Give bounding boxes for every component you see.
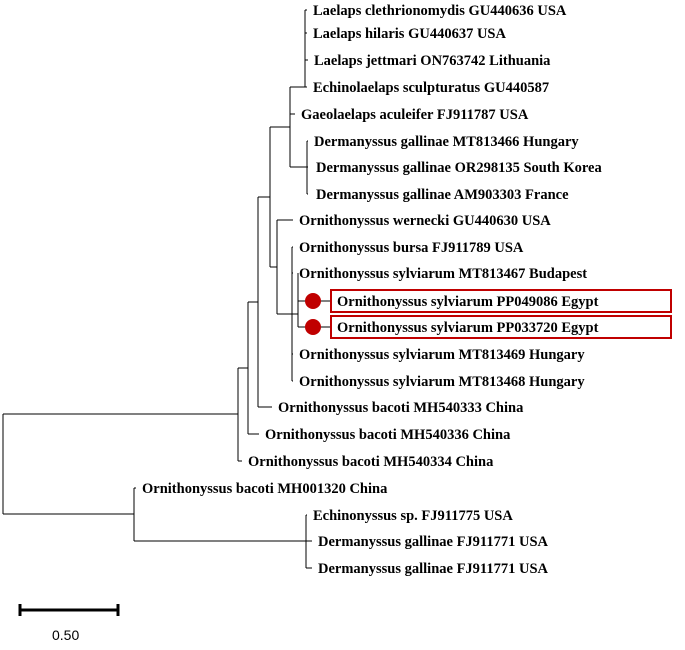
tip-label: Laelaps jettmari ON763742 Lithuania	[314, 53, 551, 69]
tip-label: Ornithonyssus sylviarum PP033720 Egypt	[337, 320, 599, 336]
tip-label: Ornithonyssus sylviarum MT813468 Hungary	[299, 374, 585, 390]
tip-label: Dermanyssus gallinae MT813466 Hungary	[314, 134, 579, 150]
highlight-box	[330, 289, 672, 313]
tip-label: Ornithonyssus sylviarum MT813467 Budapes…	[299, 266, 587, 282]
tip-label: Ornithonyssus wernecki GU440630 USA	[299, 213, 551, 229]
scale-bar-label: 0.50	[52, 627, 79, 643]
tip-label: Dermanyssus gallinae FJ911771 USA	[318, 561, 549, 577]
tip-label: Dermanyssus gallinae AM903303 France	[316, 187, 569, 203]
highlight-marker-dot	[305, 319, 321, 335]
highlight-markers	[305, 289, 672, 339]
tip-label: Ornithonyssus bacoti MH540333 China	[278, 400, 524, 416]
tip-label: Ornithonyssus bacoti MH001320 China	[142, 481, 388, 497]
tip-label: Ornithonyssus bacoti MH540336 China	[265, 427, 511, 443]
tip-label: Ornithonyssus bursa FJ911789 USA	[299, 240, 524, 256]
tip-label: Ornithonyssus sylviarum MT813469 Hungary	[299, 347, 585, 363]
tip-label: Dermanyssus gallinae OR298135 South Kore…	[316, 160, 602, 176]
highlight-box	[330, 315, 672, 339]
highlight-marker-dot	[305, 293, 321, 309]
tip-label: Ornithonyssus sylviarum PP049086 Egypt	[337, 294, 599, 310]
tip-label: Laelaps clethrionomydis GU440636 USA	[313, 3, 567, 19]
tip-labels: Laelaps clethrionomydis GU440636 USA Lael…	[142, 3, 602, 577]
tree-branches	[2, 9, 330, 569]
tip-label: Gaeolaelaps aculeifer FJ911787 USA	[301, 107, 529, 123]
tip-label: Laelaps hilaris GU440637 USA	[313, 26, 506, 42]
tip-label: Ornithonyssus bacoti MH540334 China	[248, 454, 494, 470]
tip-label: Dermanyssus gallinae FJ911771 USA	[318, 534, 549, 550]
scale-bar: 0.50	[18, 604, 120, 643]
tip-label: Echinolaelaps sculpturatus GU440587	[313, 80, 549, 96]
tip-label: Echinonyssus sp. FJ911775 USA	[313, 508, 513, 524]
